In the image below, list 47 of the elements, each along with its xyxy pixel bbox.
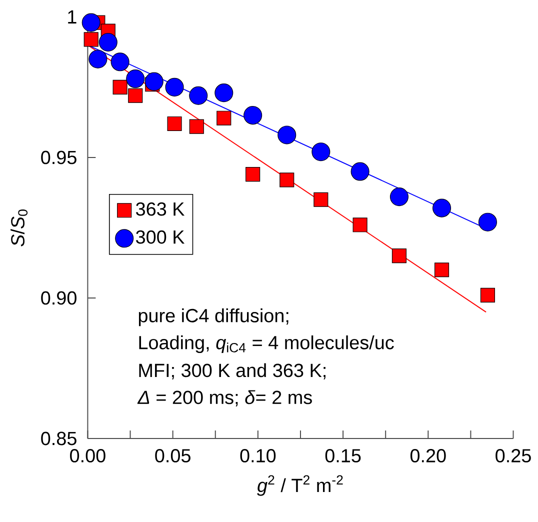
x-tick-label: 0.15 [325, 448, 361, 462]
point [434, 262, 450, 278]
annotation: MFI; 300 K and 363 K; [139, 363, 326, 380]
y-axis-title: S/S$_{0}$ [10, 209, 28, 246]
point [167, 116, 182, 131]
point [98, 32, 118, 52]
point [432, 198, 452, 218]
x-tick-label: 0.05 [155, 448, 190, 462]
point [110, 52, 130, 72]
point [480, 288, 496, 302]
point [478, 212, 497, 232]
point [189, 119, 204, 134]
point [392, 248, 406, 263]
y-tick-label: 0.95 [41, 150, 76, 164]
point [126, 69, 145, 88]
y-tick-label: 1 [68, 10, 76, 24]
legend-label: 363 K [136, 202, 185, 216]
point [144, 72, 164, 91]
point [278, 126, 296, 144]
point [214, 83, 234, 102]
point [390, 187, 408, 206]
point [189, 86, 208, 105]
legend-label: 300 K [136, 230, 185, 244]
point [165, 78, 184, 96]
x-tick-label: 0.25 [496, 448, 531, 462]
point [314, 192, 328, 207]
annotation: pure iC4 diffusion; [138, 308, 288, 326]
point [82, 13, 100, 32]
point [216, 110, 232, 126]
x-tick-label: 0.10 [240, 448, 276, 462]
annotation: Loading, q$_{iC4}$ = 4 molecules/uc [139, 335, 394, 353]
point [88, 50, 108, 68]
x-tick-label: 0.20 [410, 448, 446, 462]
point [112, 80, 128, 94]
point [84, 32, 98, 47]
y-tick-label: 0.85 [41, 432, 76, 446]
y-tick-label: 0.90 [41, 291, 76, 305]
point [312, 142, 330, 161]
point [350, 162, 370, 181]
point [244, 106, 262, 124]
x-axis-title: g$^{2}$ / T$^{2}$ m$^{-2}$ [257, 475, 343, 496]
annotation: Δ = 200 ms; δ= 2 ms [137, 390, 312, 406]
point [352, 218, 368, 232]
x-tick-label: 0.00 [70, 448, 106, 462]
point [280, 172, 294, 188]
point [128, 88, 143, 103]
point [246, 166, 260, 182]
